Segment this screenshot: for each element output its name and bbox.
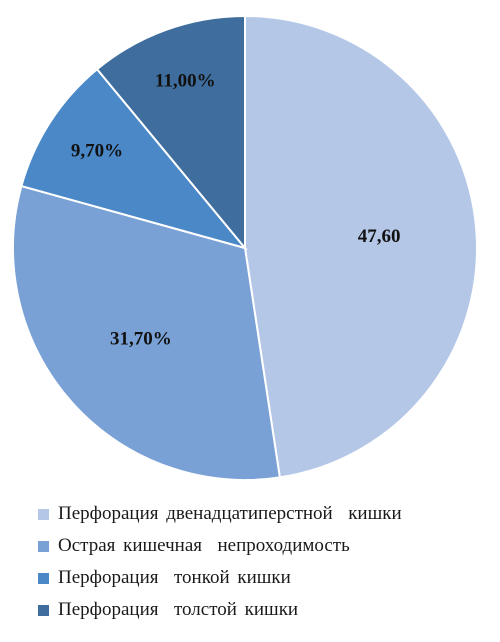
pie-slice <box>95 14 246 251</box>
pie-slice <box>20 67 248 250</box>
pie-data-label: 11,00% <box>155 70 216 91</box>
legend-swatch <box>38 508 49 520</box>
legend-swatch <box>38 540 49 552</box>
legend-swatch <box>38 572 49 584</box>
pie-data-labels: 47,60 31,70% 9,70% 11,00% <box>71 70 401 349</box>
pie-data-label: 31,70% <box>110 329 172 350</box>
legend-label: Перфорация тонкой кишки <box>58 567 291 588</box>
legend-label: Перфорация толстой кишки <box>58 599 299 620</box>
pie-data-label: 47,60 <box>358 226 401 247</box>
pie-slice <box>12 184 281 481</box>
pie-slices <box>12 14 478 481</box>
pie-data-label: 9,70% <box>71 140 123 161</box>
legend-item: Перфорация двенадцатиперстной кишки <box>38 498 402 530</box>
legend-swatch <box>38 604 49 616</box>
pie-slice <box>244 14 478 479</box>
legend-item: Перфорация тонкой кишки <box>38 562 402 594</box>
chart-legend: Перфорация двенадцатиперстной кишки Остр… <box>38 498 402 626</box>
legend-label: Острая кишечная непроходимость <box>58 535 350 556</box>
legend-label: Перфорация двенадцатиперстной кишки <box>58 503 402 524</box>
legend-item: Перфорация толстой кишки <box>38 594 402 626</box>
legend-item: Острая кишечная непроходимость <box>38 530 402 562</box>
